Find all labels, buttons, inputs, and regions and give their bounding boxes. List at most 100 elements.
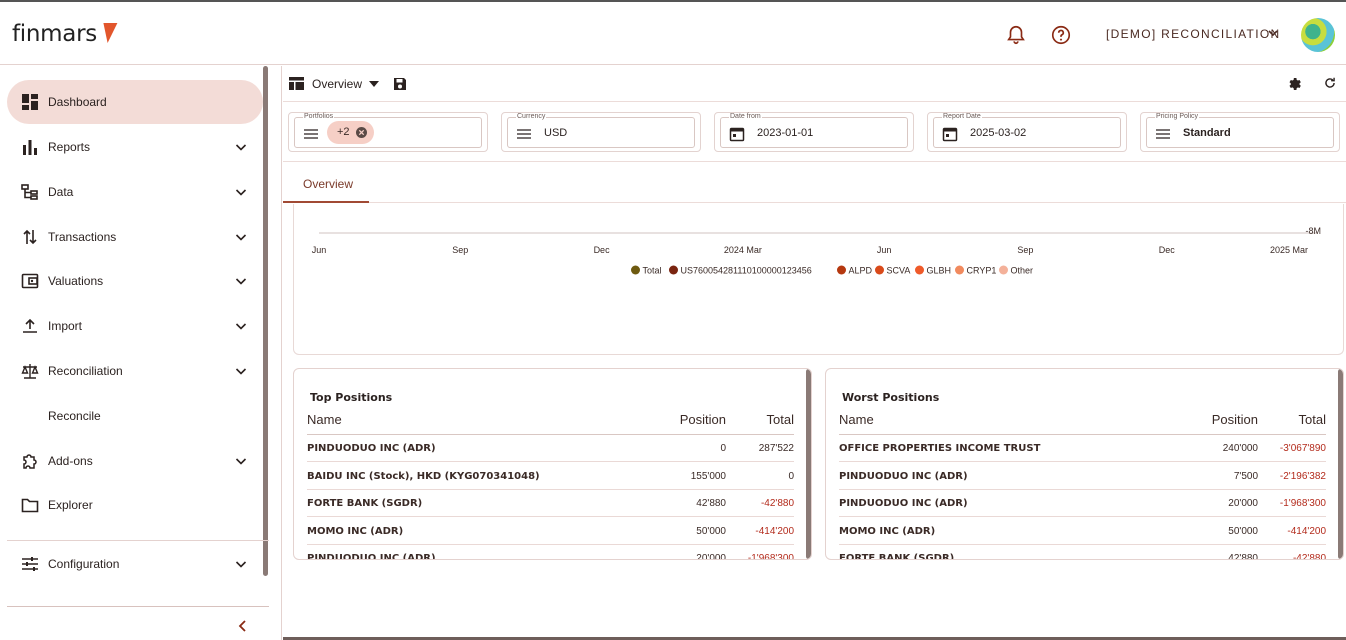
column-position-header[interactable]: Position [1211,412,1258,427]
logo-mark-icon [100,23,118,43]
chevron-down-icon[interactable] [234,274,248,288]
top-positions-header: Name Position Total [307,411,794,435]
table-row[interactable]: PINDUODUO INC (ADR) 20'000 -1'968'300 [839,490,1326,517]
chevron-down-icon[interactable] [234,230,248,244]
legend-label: CRYP1 [967,266,997,276]
chevron-down-icon[interactable] [234,364,248,378]
sidebar-item-reports[interactable]: Reports [7,125,263,169]
sidebar-item-reconcile[interactable]: Reconcile [7,394,263,438]
table-row[interactable]: PINDUODUO INC (ADR) 0 287'522 [307,435,794,462]
performance-chart: -8M Jun Sep Dec 2024 Mar Jun Sep Dec 2025 Mar Tot… [312,226,1321,276]
legend-item[interactable]: Other [999,265,1033,276]
worst-positions-card: Worst Positions Name Position Total OFFI… [825,368,1344,560]
column-total-header[interactable]: Total [1298,412,1326,427]
sidebar-item-valuations[interactable]: Valuations [7,259,263,303]
sidebar-scrollbar[interactable] [263,66,268,576]
table-row[interactable]: FORTE BANK (SGDR) 42'880 -42'880 [307,490,794,517]
app-logo[interactable]: finmars [12,21,97,47]
menu-icon [1156,129,1170,139]
top-positions-title: Top Positions [310,391,393,404]
filter-bar: Portfolios +2 Currency USD Date fr [283,103,1346,162]
chevron-down-icon[interactable] [1266,26,1280,40]
x-tick-label: 2024 Mar [724,245,762,255]
sidebar-item-add-ons[interactable]: Add-ons [7,439,263,483]
column-total-header[interactable]: Total [766,412,794,427]
date-from-filter[interactable]: Date from 2023-01-01 [714,112,914,152]
portfolios-field[interactable]: Portfolios +2 [294,113,482,148]
collapse-sidebar-icon[interactable] [235,618,251,634]
legend-marker [669,265,678,275]
report-date-filter[interactable]: Report Date 2025-03-02 [927,112,1127,152]
legend-item[interactable]: Total [631,265,662,276]
column-name-header[interactable]: Name [307,412,342,427]
sidebar-item-import[interactable]: Import [7,304,263,348]
sidebar-item-explorer[interactable]: Explorer [7,483,263,527]
pricing-policy-filter[interactable]: Pricing Policy Standard [1140,112,1340,152]
table-row[interactable]: FORTE BANK (SGDR) 42'880 -42'880 [839,545,1326,560]
column-position-header[interactable]: Position [679,412,726,427]
sidebar-item-reconciliation[interactable]: Reconciliation [7,349,263,393]
legend-marker [875,265,884,275]
help-icon[interactable] [1050,24,1072,46]
sidebar-item-dashboard[interactable]: Dashboard [7,80,263,124]
position-quantity: 0 [720,443,726,454]
portfolios-chip[interactable]: +2 [327,121,374,144]
legend-item[interactable]: SCVA [875,265,910,276]
sidebar-item-transactions[interactable]: Transactions [7,215,263,259]
report-date-value: 2025-03-02 [970,127,1027,139]
position-total: -414'200 [755,525,794,537]
table-row[interactable]: PINDUODUO INC (ADR) 7'500 -2'196'382 [839,463,1326,490]
currency-field[interactable]: Currency USD [507,113,695,148]
bell-icon[interactable] [1005,24,1027,46]
x-tick-label: Dec [1159,245,1176,255]
table-row[interactable]: BAIDU INC (Stock), HKD (KYG070341048) 155… [307,463,794,490]
sidebar-item-label: Configuration [48,557,120,571]
date-from-field[interactable]: Date from 2023-01-01 [720,113,908,148]
calendar-icon[interactable] [729,126,745,142]
position-total: -42'880 [1292,553,1326,560]
layout-icon [289,77,304,90]
x-tick-label: Sep [452,245,468,255]
legend-item[interactable]: CRYP1 [955,265,997,276]
data-tree-icon [21,184,38,200]
table-row[interactable]: MOMO INC (ADR) 50'000 -414'200 [839,518,1326,545]
layout-selector[interactable]: Overview [289,75,379,93]
top-positions-scrollbar[interactable] [806,369,811,559]
sidebar-item-configuration[interactable]: Configuration [7,542,263,586]
scale-icon [21,364,39,379]
chevron-down-icon[interactable] [234,454,248,468]
chevron-down-icon[interactable] [234,185,248,199]
legend-item[interactable]: ALPD [837,265,873,276]
tab-overview[interactable]: Overview [283,163,369,203]
table-row[interactable]: MOMO INC (ADR) 50'000 -414'200 [307,518,794,545]
sidebar-item-data[interactable]: Data [7,170,263,214]
caret-down-icon [369,81,379,87]
folder-icon [21,498,39,513]
table-row[interactable]: PINDUODUO INC (ADR) 20'000 -1'968'300 [307,545,794,559]
currency-filter[interactable]: Currency USD [501,112,701,152]
worst-positions-scrollbar[interactable] [1338,369,1343,559]
table-row[interactable]: OFFICE PROPERTIES INCOME TRUST 240'000 -3'… [839,435,1326,462]
pricing-policy-field[interactable]: Pricing Policy Standard [1146,113,1334,148]
settings-gear-icon[interactable] [1287,76,1302,91]
upload-icon [23,318,37,333]
report-date-field[interactable]: Report Date 2025-03-02 [933,113,1121,148]
chevron-down-icon[interactable] [234,319,248,333]
dashboard-tabs: Overview [283,163,1346,203]
chevron-down-icon[interactable] [234,140,248,154]
legend-item[interactable]: GLBH [915,265,951,276]
organization-selector[interactable]: [DEMO] RECONCILIATION [1106,27,1281,41]
calendar-icon[interactable] [942,126,958,142]
column-name-header[interactable]: Name [839,412,874,427]
portfolios-filter[interactable]: Portfolios +2 [288,112,488,152]
legend-item[interactable]: US76005428111010000012345​6 [669,265,812,276]
pricing-policy-value: Standard [1183,127,1231,139]
tab-overview-label: Overview [303,177,354,191]
refresh-icon[interactable] [1323,76,1337,90]
chevron-down-icon[interactable] [234,557,248,571]
sidebar-item-label: Reconcile [48,409,101,423]
legend-label: Total [643,266,662,276]
remove-chip-icon[interactable] [356,127,367,138]
user-avatar[interactable] [1301,18,1335,52]
save-icon[interactable] [393,77,407,91]
